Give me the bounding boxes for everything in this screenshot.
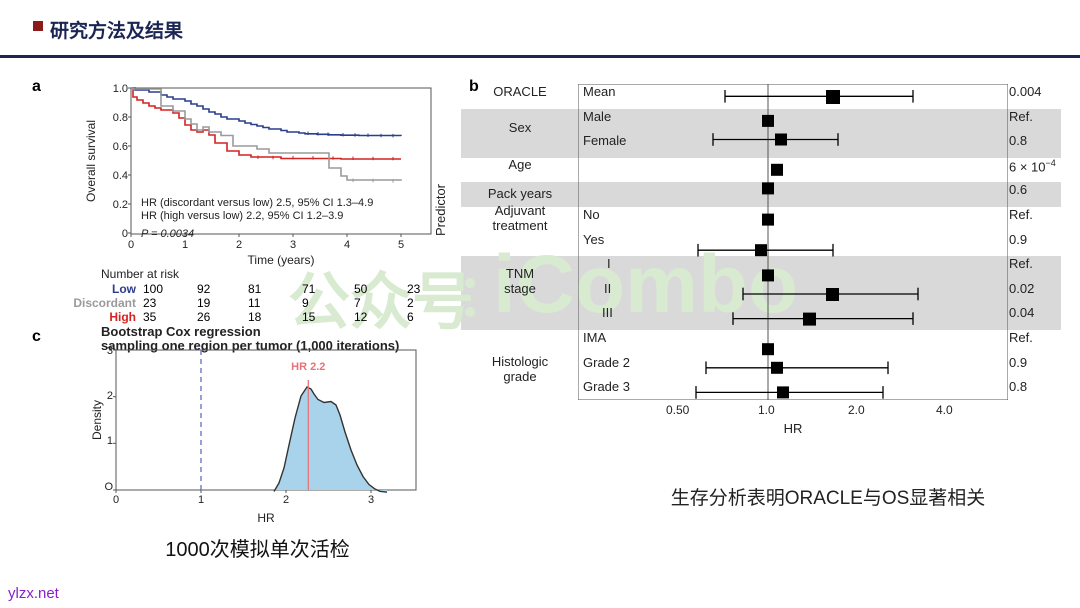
svg-text:HR 2.2: HR 2.2	[291, 361, 325, 373]
svg-text:2: 2	[107, 390, 113, 402]
svg-text:1: 1	[107, 435, 113, 447]
svg-text:5: 5	[398, 239, 404, 251]
svg-text:0.6: 0.6	[113, 141, 128, 153]
svg-text:3: 3	[290, 239, 296, 251]
svg-text:Overall survival: Overall survival	[84, 120, 98, 202]
svg-text:0.8: 0.8	[113, 112, 128, 124]
svg-text:1: 1	[182, 239, 188, 251]
svg-text:0: 0	[113, 494, 119, 506]
svg-text:0.2: 0.2	[113, 199, 128, 211]
svg-text:HR (discordant versus low) 2.5: HR (discordant versus low) 2.5, 95% CI 1…	[141, 197, 373, 209]
svg-text:3: 3	[107, 345, 113, 357]
svg-text:0: 0	[128, 239, 134, 251]
svg-text:HR (high versus low) 2.2, 95%: HR (high versus low) 2.2, 95% CI 1.2–3.9	[141, 210, 343, 222]
svg-text:0.4: 0.4	[113, 170, 128, 182]
svg-text:O: O	[104, 481, 113, 493]
svg-text:2: 2	[283, 494, 289, 506]
svg-text:1.0: 1.0	[113, 83, 128, 95]
svg-text:Density: Density	[90, 400, 104, 440]
svg-text:P = 0.0034: P = 0.0034	[141, 228, 194, 240]
svg-text:2: 2	[236, 239, 242, 251]
svg-text:HR: HR	[257, 511, 275, 525]
svg-text:1: 1	[198, 494, 204, 506]
svg-text:3: 3	[368, 494, 374, 506]
svg-text:4: 4	[344, 239, 350, 251]
